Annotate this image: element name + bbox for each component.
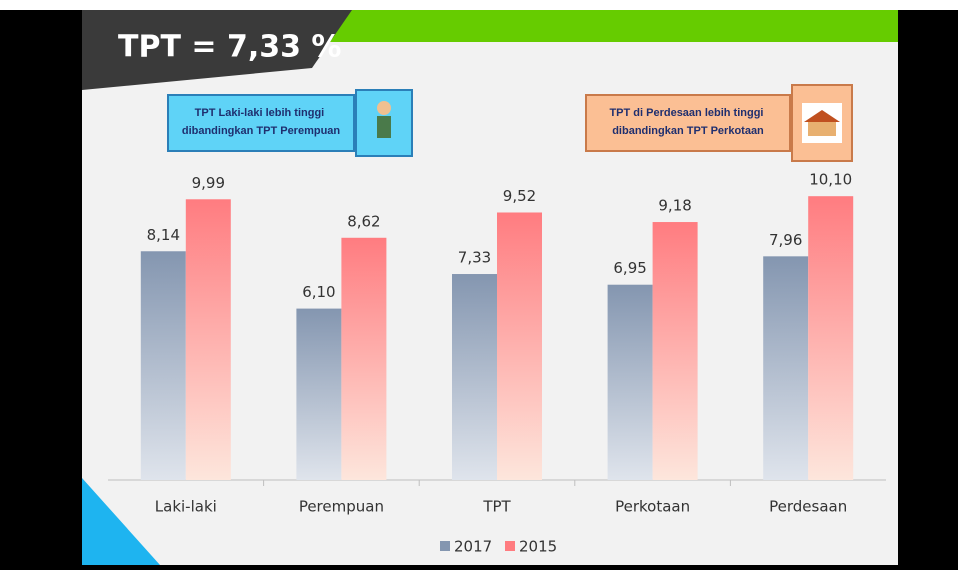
data-label: 7,33 [458,249,491,267]
person-icon [377,101,391,115]
bar [140,251,186,480]
x-tick-label: Perkotaan [615,498,690,516]
bar [607,284,653,480]
bar [296,308,342,480]
legend-swatch [440,541,450,551]
legend-label: 2015 [519,538,557,556]
house-icon [804,110,840,122]
callout-box [585,94,791,152]
callout-text: TPT di Perdesaan lebih tinggi [609,107,763,119]
legend-label: 2017 [454,538,492,556]
slide-title: TPT = 7,33 % [118,30,341,65]
data-label: 8,14 [147,226,180,244]
callout-text: TPT Laki-laki lebih tinggi dibandingkan … [182,107,341,137]
corner-triangle [82,478,160,565]
title-banner [82,10,352,90]
data-label: 10,10 [809,171,852,189]
bar [452,274,497,480]
x-tick-label: Perdesaan [769,498,847,516]
callout-text-line: dibandingkan TPT Perempuan [182,125,341,137]
callout-text: TPT di Perdesaan lebih tinggi dibandingk… [609,107,766,137]
green-band [300,10,898,42]
callout-box [167,94,355,152]
data-label: 7,96 [769,231,802,249]
top-strip [0,0,958,10]
bar [652,222,698,481]
bar [185,199,231,480]
icon-box [355,89,413,157]
callout-text: TPT Laki-laki lebih tinggi [195,107,325,119]
data-label: 9,99 [192,174,225,192]
x-tick-label: Laki-laki [155,498,217,516]
bar [341,237,387,480]
data-label: 6,10 [302,283,335,301]
person-icon [377,116,391,138]
data-label: 9,52 [503,187,536,205]
data-label: 9,18 [658,197,691,215]
bar [763,256,809,480]
data-label: 8,62 [347,212,380,230]
x-tick-label: Perempuan [299,498,384,516]
x-tick-label: TPT [482,498,511,516]
legend-swatch [505,541,515,551]
bar [497,212,542,480]
data-label: 6,95 [613,259,646,277]
callout-text-line: dibandingkan TPT Perkotaan [612,125,764,137]
house-icon [808,122,836,136]
bar [808,196,854,480]
